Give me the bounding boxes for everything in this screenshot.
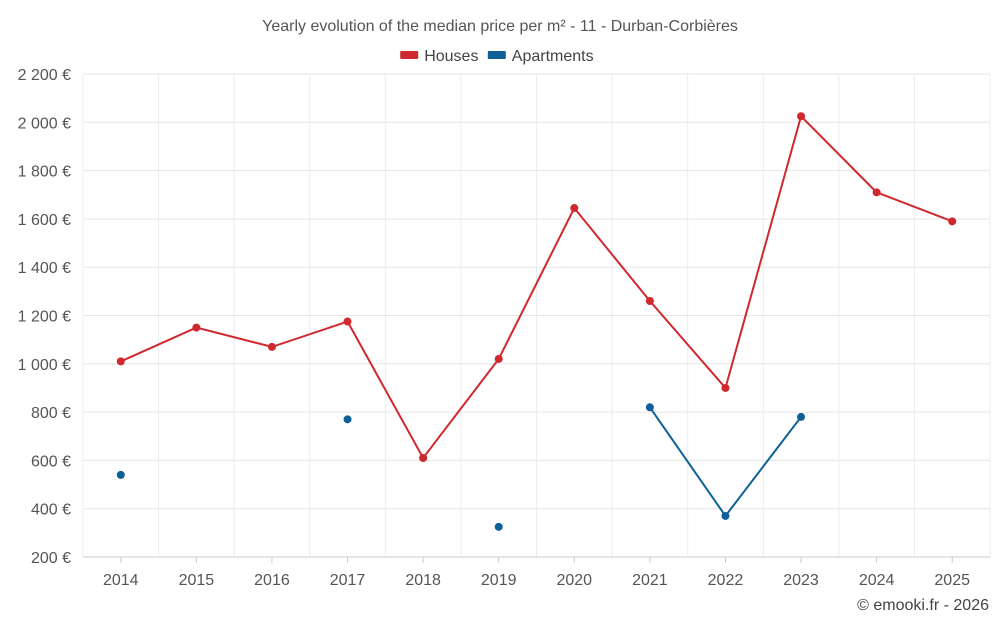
- y-tick-label: 200 €: [31, 550, 71, 567]
- x-tick-label: 2015: [179, 572, 215, 589]
- x-tick-label: 2023: [783, 572, 819, 589]
- grid: [82, 73, 991, 558]
- houses-point-2015: [192, 323, 201, 332]
- houses-point-2017: [343, 317, 352, 326]
- apartments-point-2023: [797, 412, 806, 421]
- x-tick-label: 2022: [708, 572, 744, 589]
- houses-point-2023: [797, 112, 806, 121]
- y-tick-label: 1 600 €: [18, 212, 71, 229]
- x-tick-label: 2021: [632, 572, 668, 589]
- houses-point-2024: [872, 188, 881, 197]
- legend-swatch-apartments: [487, 51, 506, 59]
- y-tick-label: 1 000 €: [18, 357, 71, 374]
- x-tick-label: 2017: [330, 572, 366, 589]
- legend-label-houses: Houses: [424, 48, 478, 65]
- x-tick-label: 2019: [481, 572, 517, 589]
- x-tick-label: 2025: [934, 572, 970, 589]
- houses-point-2020: [570, 204, 579, 213]
- houses-point-2021: [645, 297, 654, 306]
- y-tick-label: 1 400 €: [18, 260, 71, 277]
- x-tick-label: 2014: [103, 572, 139, 589]
- legend-label-apartments: Apartments: [512, 48, 594, 65]
- houses-point-2019: [494, 354, 503, 363]
- x-tick-label: 2018: [405, 572, 441, 589]
- legend-item-houses: Houses: [400, 48, 478, 65]
- y-axis: 200 € 400 € 600 € 800 € 1 000 € 1 200 € 1 400 …: [18, 67, 71, 567]
- apartments-point-2021: [645, 403, 654, 412]
- apartments-line: [649, 406, 802, 518]
- x-tick-label: 2024: [859, 572, 895, 589]
- y-tick-label: 800 €: [31, 405, 71, 422]
- credit-label: © emooki.fr - 2026: [857, 597, 989, 614]
- series-houses: [116, 112, 957, 462]
- houses-point-2018: [419, 453, 428, 462]
- y-tick-label: 1 800 €: [18, 164, 71, 181]
- apartments-point-2022: [721, 511, 730, 520]
- houses-point-2014: [116, 357, 125, 366]
- x-axis: 2014 2015 2016 2017 2018 2019 2020 2021 2022 2023…: [83, 556, 990, 589]
- houses-point-2016: [267, 342, 276, 351]
- y-tick-label: 2 000 €: [18, 115, 71, 132]
- y-tick-label: 400 €: [31, 502, 71, 519]
- x-tick-label: 2020: [556, 572, 592, 589]
- y-tick-label: 1 200 €: [18, 309, 71, 326]
- apartments-point-2019: [494, 522, 503, 531]
- apartments-point-2017: [343, 415, 352, 424]
- legend-swatch-houses: [400, 51, 419, 59]
- y-tick-label: 2 200 €: [18, 67, 71, 84]
- legend: Houses Apartments: [400, 48, 594, 65]
- houses-point-2022: [721, 383, 730, 392]
- legend-item-apartments: Apartments: [487, 48, 594, 65]
- x-tick-label: 2016: [254, 572, 290, 589]
- chart-title: Yearly evolution of the median price per…: [262, 18, 738, 35]
- houses-line: [120, 114, 953, 460]
- houses-point-2025: [948, 217, 957, 226]
- series-layer: [116, 112, 957, 531]
- y-tick-label: 600 €: [31, 453, 71, 470]
- apartments-point-2014: [116, 470, 125, 479]
- series-apartments: [116, 403, 806, 531]
